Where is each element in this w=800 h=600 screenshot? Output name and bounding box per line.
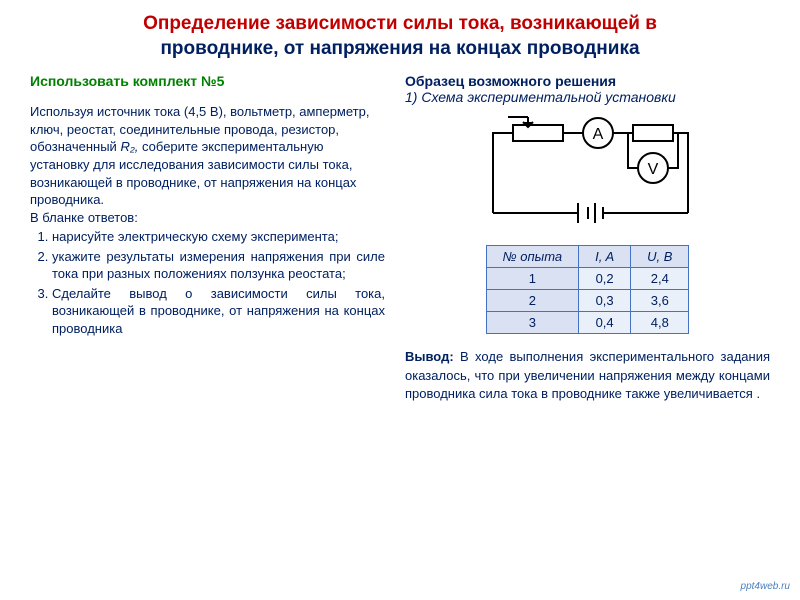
ammeter-label: A [592, 126, 603, 143]
page-title: Определение зависимости силы тока, возни… [30, 12, 770, 61]
r2-label: R₂, [120, 139, 138, 154]
sample-title: Образец возможного решения [405, 73, 770, 89]
title-line1: Определение зависимости силы тока, возни… [143, 13, 657, 34]
circuit-diagram: A V [405, 113, 770, 233]
table-row: 3 0,4 4,8 [486, 312, 689, 334]
intro-text: Используя источник тока (4,5 В), вольтме… [30, 103, 385, 208]
right-column: Образец возможного решения 1) Схема эксп… [405, 73, 770, 403]
cell: 2 [486, 290, 579, 312]
task-list: нарисуйте электрическую схему эксперимен… [30, 228, 385, 337]
content-columns: Использовать комплект №5 Используя источ… [30, 73, 770, 403]
col-header: I, A [579, 246, 631, 268]
table-row: 1 0,2 2,4 [486, 268, 689, 290]
cell: 0,4 [579, 312, 631, 334]
conclusion-label: Вывод: [405, 349, 454, 364]
table-header-row: № опыта I, A U, В [486, 246, 689, 268]
col-header: U, В [631, 246, 689, 268]
cell: 2,4 [631, 268, 689, 290]
cell: 0,2 [579, 268, 631, 290]
cell: 1 [486, 268, 579, 290]
voltmeter-label: V [647, 161, 658, 178]
cell: 0,3 [579, 290, 631, 312]
col-header: № опыта [486, 246, 579, 268]
cell: 3 [486, 312, 579, 334]
table-row: 2 0,3 3,6 [486, 290, 689, 312]
title-line2: проводнике, от напряжения на концах пров… [160, 38, 639, 59]
data-table: № опыта I, A U, В 1 0,2 2,4 2 0,3 3,6 3 … [486, 245, 690, 334]
sample-subtitle: 1) Схема экспериментальной установки [405, 89, 770, 105]
task-item: нарисуйте электрическую схему эксперимен… [52, 228, 385, 246]
blank-label: В бланке ответов: [30, 209, 385, 227]
task-item: Сделайте вывод о зависимости силы тока, … [52, 285, 385, 338]
task-item: укажите результаты измерения напряжения … [52, 248, 385, 283]
left-column: Использовать комплект №5 Используя источ… [30, 73, 385, 403]
conclusion-text: В ходе выполнения экспериментального зад… [405, 349, 770, 400]
cell: 3,6 [631, 290, 689, 312]
watermark: ppt4web.ru [741, 581, 790, 592]
kit-label: Использовать комплект №5 [30, 73, 385, 89]
cell: 4,8 [631, 312, 689, 334]
conclusion: Вывод: В ходе выполнения экспериментальн… [405, 348, 770, 403]
